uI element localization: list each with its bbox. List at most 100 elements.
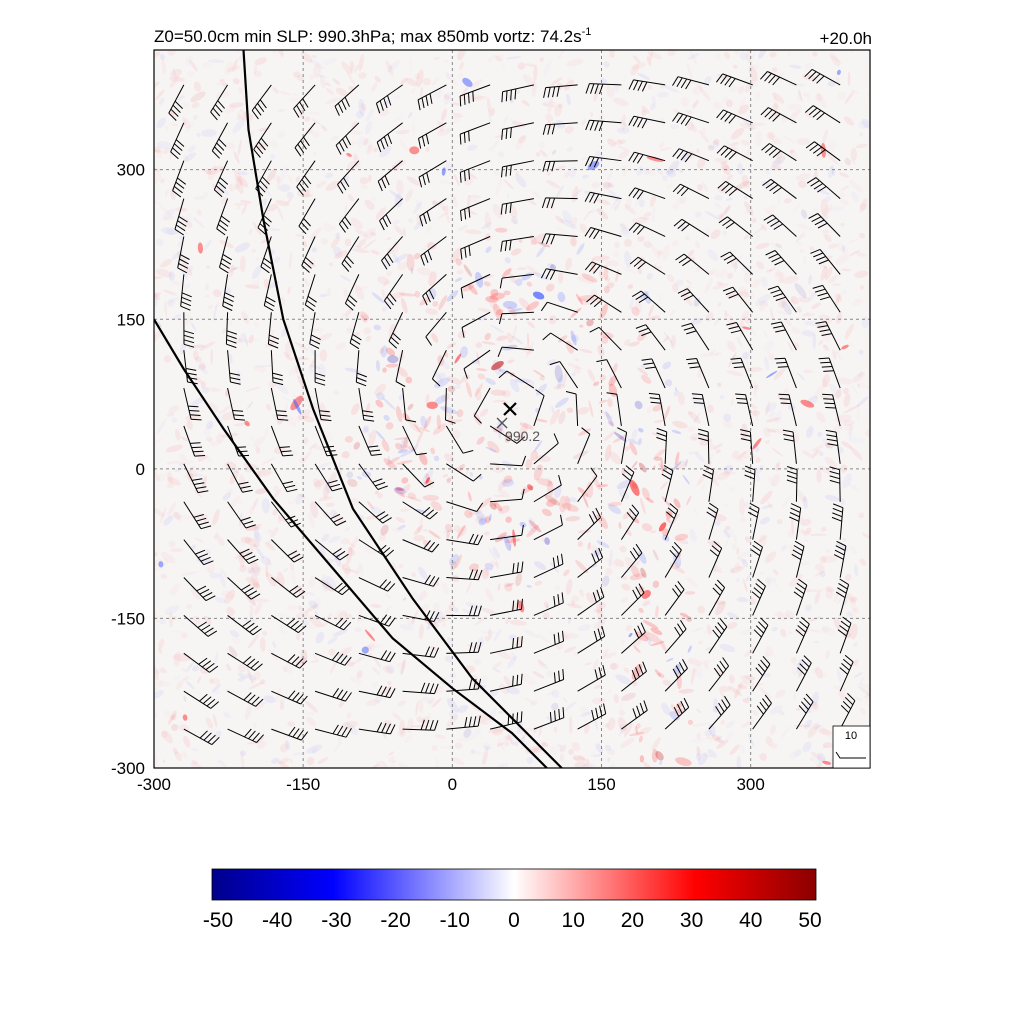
field-patch xyxy=(737,684,748,689)
field-patch xyxy=(835,77,840,84)
field-patch xyxy=(815,93,822,102)
field-patch xyxy=(743,234,750,240)
field-patch xyxy=(347,546,355,556)
field-patch xyxy=(448,711,458,721)
wind-barb xyxy=(810,248,841,275)
wind-barb xyxy=(533,514,563,541)
field-patch xyxy=(375,430,386,441)
wind-barb xyxy=(227,615,262,636)
field-patch xyxy=(191,747,199,752)
field-patch xyxy=(658,463,668,473)
field-patch xyxy=(440,406,458,415)
field-patch xyxy=(762,181,774,189)
wind-barb xyxy=(446,533,483,546)
wind-barb xyxy=(718,216,753,237)
field-patch xyxy=(563,569,570,577)
field-patch xyxy=(674,387,678,392)
field-patch xyxy=(363,327,371,335)
field-patch xyxy=(603,61,610,68)
field-patch xyxy=(558,50,567,59)
field-patch xyxy=(785,610,795,619)
field-patch xyxy=(578,428,591,436)
field-patch xyxy=(381,288,386,299)
field-patch xyxy=(387,456,390,463)
field-patch xyxy=(396,179,404,195)
field-patch xyxy=(346,547,353,565)
field-patch xyxy=(712,283,729,290)
field-patch xyxy=(380,345,388,358)
wind-barb xyxy=(422,274,447,306)
field-patch xyxy=(395,129,411,135)
field-patch xyxy=(344,202,348,216)
field-patch xyxy=(526,524,539,538)
field-patch xyxy=(503,675,512,687)
wind-barb xyxy=(778,393,797,427)
field-patch xyxy=(236,114,242,121)
field-patch xyxy=(693,297,701,307)
field-patch xyxy=(498,505,510,514)
field-patch xyxy=(638,427,644,433)
field-patch xyxy=(395,406,403,423)
wind-barb xyxy=(617,427,628,464)
field-patch xyxy=(497,368,510,375)
field-patch xyxy=(413,423,422,434)
field-patch xyxy=(596,600,603,613)
field-patch xyxy=(778,710,785,716)
field-patch xyxy=(808,274,812,285)
field-patch xyxy=(634,300,643,313)
field-patch xyxy=(219,571,226,589)
field-patch xyxy=(765,736,773,746)
field-patch xyxy=(576,243,585,255)
field-patch xyxy=(634,631,649,642)
field-patch xyxy=(608,189,621,203)
field-patch xyxy=(382,367,387,373)
field-patch xyxy=(734,562,741,570)
field-patch xyxy=(546,498,557,507)
field-patch xyxy=(214,730,222,739)
field-patch xyxy=(425,477,430,484)
field-patch xyxy=(512,529,516,547)
field-patch xyxy=(238,333,245,344)
field-patch xyxy=(489,502,497,510)
field-patch xyxy=(634,560,641,567)
field-patch xyxy=(212,305,217,322)
field-patch xyxy=(267,558,272,567)
wind-barb xyxy=(540,268,578,280)
wind-barb xyxy=(461,311,491,338)
field-patch xyxy=(485,246,492,253)
colorbar-tick-label: -50 xyxy=(203,909,233,932)
field-patch xyxy=(672,420,688,429)
field-patch xyxy=(183,736,191,748)
field-patch xyxy=(311,247,317,253)
field-patch xyxy=(719,643,736,653)
wind-barb xyxy=(750,540,763,578)
wind-barb xyxy=(210,84,229,121)
field-patch xyxy=(538,724,543,738)
field-patch xyxy=(229,353,233,364)
field-patch xyxy=(169,146,173,161)
field-patch xyxy=(252,582,261,590)
field-patch xyxy=(314,478,326,487)
field-patch xyxy=(631,306,640,316)
field-patch xyxy=(720,719,725,725)
field-patch xyxy=(248,334,254,344)
field-patch xyxy=(436,414,441,430)
field-patch xyxy=(428,271,437,287)
field-patch xyxy=(324,172,334,179)
field-patch xyxy=(365,402,371,416)
field-patch xyxy=(406,253,415,272)
field-patch xyxy=(305,604,319,613)
wind-barb xyxy=(227,539,259,565)
field-patch xyxy=(490,288,499,297)
field-patch xyxy=(745,50,752,62)
field-patch xyxy=(675,702,683,709)
field-patch xyxy=(655,605,659,619)
field-patch xyxy=(713,556,718,573)
field-patch xyxy=(327,637,338,645)
field-patch xyxy=(168,540,176,548)
field-patch xyxy=(667,160,680,175)
field-patch xyxy=(254,701,266,711)
field-patch xyxy=(191,102,200,109)
field-patch xyxy=(738,497,746,516)
field-patch xyxy=(713,443,723,449)
